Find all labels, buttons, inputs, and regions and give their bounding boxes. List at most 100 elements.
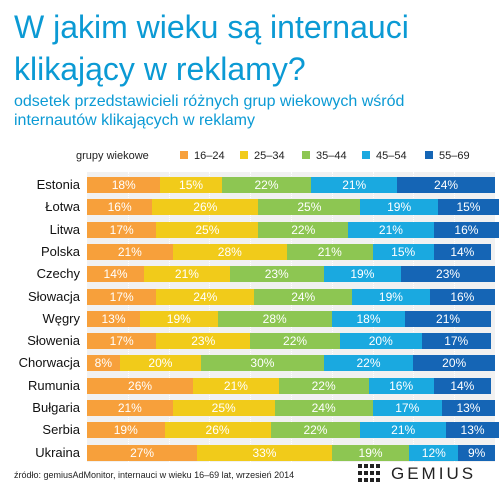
- bar-segment: [409, 444, 459, 461]
- data-label: 23%: [191, 334, 216, 349]
- data-label: 21%: [391, 423, 416, 438]
- legend-item: 55–69: [425, 150, 470, 162]
- data-label: 21%: [342, 178, 367, 192]
- data-label: 14%: [103, 267, 128, 282]
- data-label: 21%: [223, 378, 248, 393]
- chart-title-line1: W jakim wieku są internauci: [14, 9, 409, 45]
- data-label: 19%: [387, 200, 412, 215]
- bar-segment: [429, 288, 495, 305]
- data-label: 17%: [109, 289, 134, 304]
- data-label: 20%: [148, 356, 173, 371]
- bar-segment: [286, 243, 373, 260]
- data-label: 23%: [264, 267, 289, 282]
- bar-segment: [258, 199, 361, 216]
- bar-segment: [156, 221, 259, 238]
- bar-segment: [87, 199, 153, 216]
- bar-segment: [254, 288, 353, 305]
- bar-segment: [87, 266, 145, 283]
- bar-segment: [331, 444, 410, 461]
- data-label: 14%: [450, 244, 475, 259]
- data-label: 18%: [111, 178, 136, 192]
- bar-segment: [433, 377, 491, 394]
- bar-segment: [197, 444, 332, 461]
- bar-segment: [172, 243, 287, 260]
- bar-segment: [258, 221, 349, 238]
- bar-segment: [437, 199, 499, 216]
- category-label: Polska: [40, 243, 80, 259]
- chart-area: 18% 15% 22% 21% 24% 16% 26% 25% 19% 15% 17% 25% 22% 2…: [0, 172, 499, 462]
- bar-segment: [87, 333, 157, 350]
- legend-item: 35–44: [302, 150, 347, 162]
- data-label: 9%: [467, 445, 486, 460]
- legend-item: 16–24: [180, 150, 225, 162]
- bar-segment: [421, 333, 491, 350]
- data-label: 26%: [193, 200, 218, 215]
- data-label: 16%: [454, 222, 479, 237]
- bar-segment: [221, 177, 312, 193]
- data-label: 17%: [109, 334, 134, 349]
- gemius-logo: GEMIUS: [358, 462, 498, 488]
- data-label: 16%: [389, 378, 414, 393]
- bar-segment: [119, 355, 202, 372]
- data-label: 20%: [442, 356, 467, 371]
- chart-title-line2: klikający w reklamy?: [14, 51, 306, 87]
- data-label: 27%: [130, 445, 155, 460]
- chart-subtitle: odsetek przedstawicieli różnych grup wie…: [14, 92, 494, 130]
- bar-segment: [87, 288, 157, 305]
- bar-segment: [152, 199, 259, 216]
- plot-area: 18% 15% 22% 21% 24% 16% 26% 25% 19% 15% 17% 25% 22% 2…: [87, 172, 499, 462]
- data-label: 17%: [444, 334, 469, 349]
- data-label: 15%: [391, 244, 416, 259]
- bar-segment: [339, 333, 422, 350]
- data-label: 13%: [460, 423, 485, 438]
- legend-swatch: [302, 151, 310, 160]
- bar-segment: [397, 177, 495, 193]
- bar-segment: [360, 199, 438, 216]
- data-label: 22%: [291, 222, 316, 237]
- bar-segment: [360, 422, 447, 439]
- data-label: 21%: [317, 244, 342, 259]
- category-label: Rumunia: [27, 377, 80, 393]
- data-label: 13%: [101, 311, 126, 326]
- data-label: 30%: [250, 356, 275, 371]
- data-label: 22%: [283, 334, 308, 349]
- legend-label: 35–44: [316, 150, 347, 162]
- bar-segment: [250, 333, 340, 350]
- category-label: Serbia: [42, 422, 80, 438]
- category-label: Litwa: [49, 221, 80, 237]
- data-label: 26%: [128, 378, 153, 393]
- category-label: Ukraina: [35, 444, 80, 460]
- bar-segment: [274, 400, 373, 416]
- data-label: 19%: [166, 311, 191, 326]
- bar-segment: [405, 310, 491, 327]
- gemius-logo-icon: [358, 464, 380, 482]
- data-label: 21%: [174, 267, 199, 282]
- legend: grupy wiekowe 16–24 25–34 35–44 45–54 55–69: [0, 150, 499, 166]
- bar-segment: [87, 177, 161, 193]
- bar-segment: [87, 243, 173, 260]
- bar-segment: [229, 266, 324, 283]
- data-label: 28%: [262, 311, 287, 326]
- data-label: 26%: [205, 423, 230, 438]
- bar-segment: [458, 444, 495, 461]
- bar-segment: [368, 377, 434, 394]
- data-label: 12%: [421, 445, 446, 460]
- data-label: 22%: [356, 356, 381, 371]
- bar-segment: [144, 266, 230, 283]
- legend-swatch: [362, 151, 370, 160]
- bar-segment: [270, 422, 361, 439]
- bar-segment: [87, 377, 194, 394]
- category-label: Chorwacja: [18, 355, 80, 371]
- bar-segment: [87, 422, 165, 439]
- bar-segment: [446, 422, 499, 439]
- legend-swatch: [240, 151, 248, 160]
- bar-segment: [372, 243, 434, 260]
- legend-label: 55–69: [439, 150, 470, 162]
- bar-segment: [156, 333, 251, 350]
- chart-title: W jakim wieku są internauci klikający w …: [14, 6, 494, 90]
- data-label: 15%: [179, 178, 204, 192]
- bar-segment: [311, 177, 398, 193]
- bar-segment: [323, 266, 402, 283]
- data-label: 20%: [368, 334, 393, 349]
- data-label: 28%: [217, 244, 242, 259]
